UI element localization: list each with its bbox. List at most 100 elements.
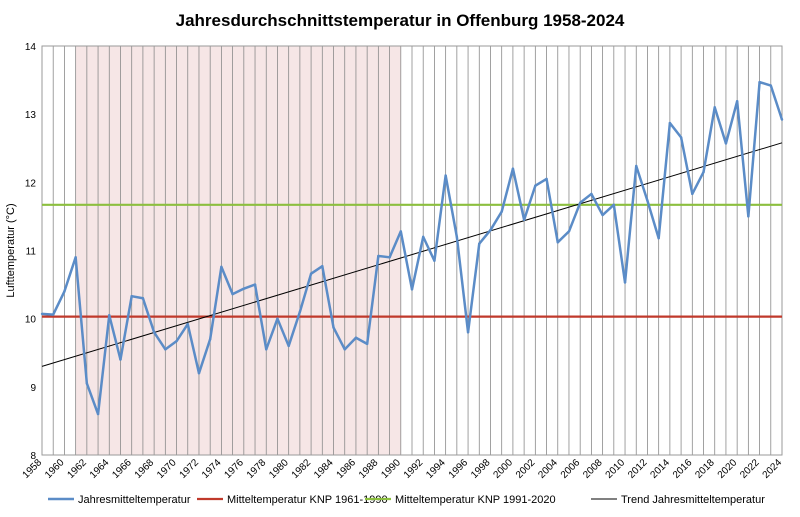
data-point — [410, 288, 414, 291]
data-point — [276, 317, 279, 320]
data-point — [388, 256, 391, 259]
x-tick-label: 2000 — [492, 457, 516, 481]
x-tick-label: 1966 — [110, 457, 134, 481]
x-tick-label: 1974 — [200, 457, 224, 481]
grid-lines — [52, 46, 772, 455]
x-tick-label: 2022 — [738, 457, 762, 481]
data-point — [399, 230, 402, 233]
data-point — [265, 348, 268, 351]
plot-frame — [41, 45, 783, 456]
data-point — [52, 313, 55, 316]
data-point — [377, 254, 380, 258]
data-point — [175, 339, 178, 343]
x-tick-label: 1978 — [245, 457, 269, 481]
y-tick-label: 14 — [25, 42, 37, 53]
x-tick-label: 2024 — [761, 457, 785, 481]
data-point — [220, 265, 223, 269]
trend-line — [41, 142, 783, 367]
x-tick-label: 2002 — [514, 457, 538, 481]
plot-background — [75, 46, 401, 455]
x-tick-label: 1962 — [65, 457, 89, 481]
data-point — [332, 326, 335, 329]
data-point — [298, 310, 302, 314]
x-tick-label: 1988 — [357, 457, 381, 481]
data-point — [567, 230, 571, 233]
x-tick-label: 2006 — [559, 457, 583, 481]
data-point — [668, 121, 672, 125]
data-point — [522, 218, 526, 222]
data-point — [724, 142, 728, 145]
x-tick-label: 1992 — [402, 457, 426, 481]
data-point — [354, 336, 358, 339]
x-tick-label: 1976 — [222, 457, 246, 481]
data-point — [679, 136, 683, 139]
x-tick-label: 2018 — [693, 457, 717, 481]
data-point — [343, 348, 346, 351]
data-point — [40, 312, 44, 316]
data-point — [735, 100, 739, 103]
y-tick-label: 13 — [25, 110, 37, 121]
data-point — [578, 201, 582, 204]
x-tick-label: 1982 — [290, 457, 314, 481]
x-tick-label: 1994 — [424, 457, 448, 481]
data-point — [511, 167, 515, 170]
data-point — [208, 337, 212, 341]
x-tick-label: 2010 — [604, 457, 628, 481]
x-tick-label: 1986 — [335, 457, 359, 481]
x-tick-label: 2004 — [536, 457, 560, 481]
x-tick-label: 1996 — [447, 457, 471, 481]
x-axis-ticks: 1958196019621964196619681970197219741976… — [21, 457, 785, 481]
data-point — [433, 259, 436, 262]
data-point — [702, 170, 705, 174]
chart-title: Jahresdurchschnittstemperatur in Offenbu… — [176, 11, 625, 30]
data-point — [253, 283, 257, 286]
data-point — [242, 287, 246, 290]
data-point — [545, 177, 548, 181]
y-tick-label: 12 — [25, 178, 37, 189]
data-point — [197, 372, 201, 375]
data-point — [130, 294, 133, 298]
data-point — [478, 242, 481, 245]
series-group — [40, 80, 784, 416]
data-point — [769, 84, 772, 87]
data-point — [309, 272, 313, 275]
data-point — [758, 80, 761, 84]
data-point — [713, 106, 716, 109]
x-tick-label: 1964 — [88, 457, 112, 481]
data-point — [780, 118, 784, 121]
data-point — [119, 358, 122, 361]
data-point — [231, 292, 234, 296]
x-tick-label: 2014 — [648, 457, 672, 481]
data-point — [489, 228, 492, 232]
y-tick-label: 8 — [30, 451, 36, 462]
data-point — [141, 297, 145, 300]
data-point — [657, 237, 660, 240]
data-point — [747, 215, 750, 218]
data-point — [612, 203, 616, 207]
data-point — [365, 342, 369, 346]
y-axis-ticks: 8 9 10 11 12 13 14 — [25, 42, 37, 462]
legend-label: Mitteltemperatur KNP 1991-2020 — [395, 494, 556, 506]
y-tick-label: 9 — [30, 383, 36, 394]
data-point — [466, 331, 470, 334]
data-point — [63, 290, 66, 293]
data-point — [186, 322, 189, 326]
data-point — [422, 235, 425, 239]
data-point — [534, 184, 537, 187]
data-point — [152, 331, 156, 334]
data-point — [85, 382, 89, 385]
data-point — [455, 235, 459, 239]
legend-label: Jahresmitteltemperatur — [78, 494, 191, 506]
reference-lines — [41, 142, 783, 367]
shaded-period — [75, 46, 401, 455]
data-point — [444, 174, 447, 177]
x-tick-label: 1980 — [267, 457, 291, 481]
x-tick-label: 1968 — [133, 457, 157, 481]
x-tick-label: 2008 — [581, 457, 605, 481]
x-tick-label: 1984 — [312, 457, 336, 481]
legend: Jahresmitteltemperatur Mitteltemperatur K… — [48, 494, 765, 506]
x-tick-label: 1998 — [469, 457, 493, 481]
x-tick-label: 2016 — [671, 457, 695, 481]
y-tick-label: 10 — [25, 315, 37, 326]
